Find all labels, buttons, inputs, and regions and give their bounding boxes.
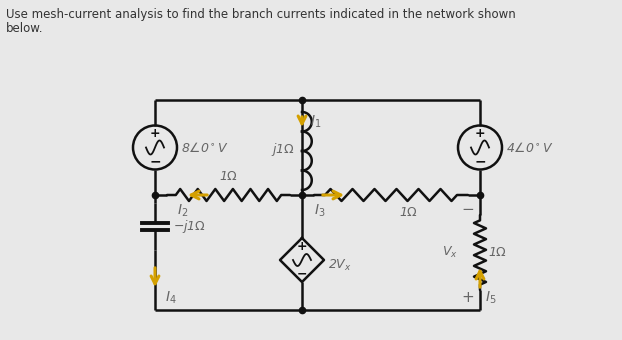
Text: j1$\Omega$: j1$\Omega$	[271, 141, 295, 158]
Text: 1$\Omega$: 1$\Omega$	[399, 206, 418, 220]
Text: 4$\angle$0$^\circ$V: 4$\angle$0$^\circ$V	[506, 140, 554, 154]
Text: +: +	[475, 127, 485, 140]
Text: +: +	[462, 290, 475, 306]
Text: below.: below.	[6, 22, 44, 35]
Text: $I_1$: $I_1$	[310, 114, 322, 130]
Text: $I_2$: $I_2$	[177, 203, 188, 219]
Text: 2V$_x$: 2V$_x$	[328, 257, 352, 273]
Text: −: −	[462, 203, 475, 218]
Text: −: −	[474, 154, 486, 169]
Text: Use mesh-current analysis to find the branch currents indicated in the network s: Use mesh-current analysis to find the br…	[6, 8, 516, 21]
Text: 8$\angle$0$^\circ$V: 8$\angle$0$^\circ$V	[181, 140, 229, 154]
Text: V$_x$: V$_x$	[442, 245, 458, 260]
Text: 1$\Omega$: 1$\Omega$	[488, 246, 507, 259]
Text: −: −	[297, 268, 307, 280]
Text: $I_5$: $I_5$	[485, 290, 496, 306]
Text: +: +	[297, 239, 307, 253]
Text: $I_3$: $I_3$	[314, 203, 325, 219]
Text: 1$\Omega$: 1$\Omega$	[219, 170, 238, 184]
Text: $I_4$: $I_4$	[165, 290, 177, 306]
Text: +: +	[150, 127, 160, 140]
Text: $-$j1$\Omega$: $-$j1$\Omega$	[173, 218, 206, 235]
Text: −: −	[149, 154, 161, 169]
